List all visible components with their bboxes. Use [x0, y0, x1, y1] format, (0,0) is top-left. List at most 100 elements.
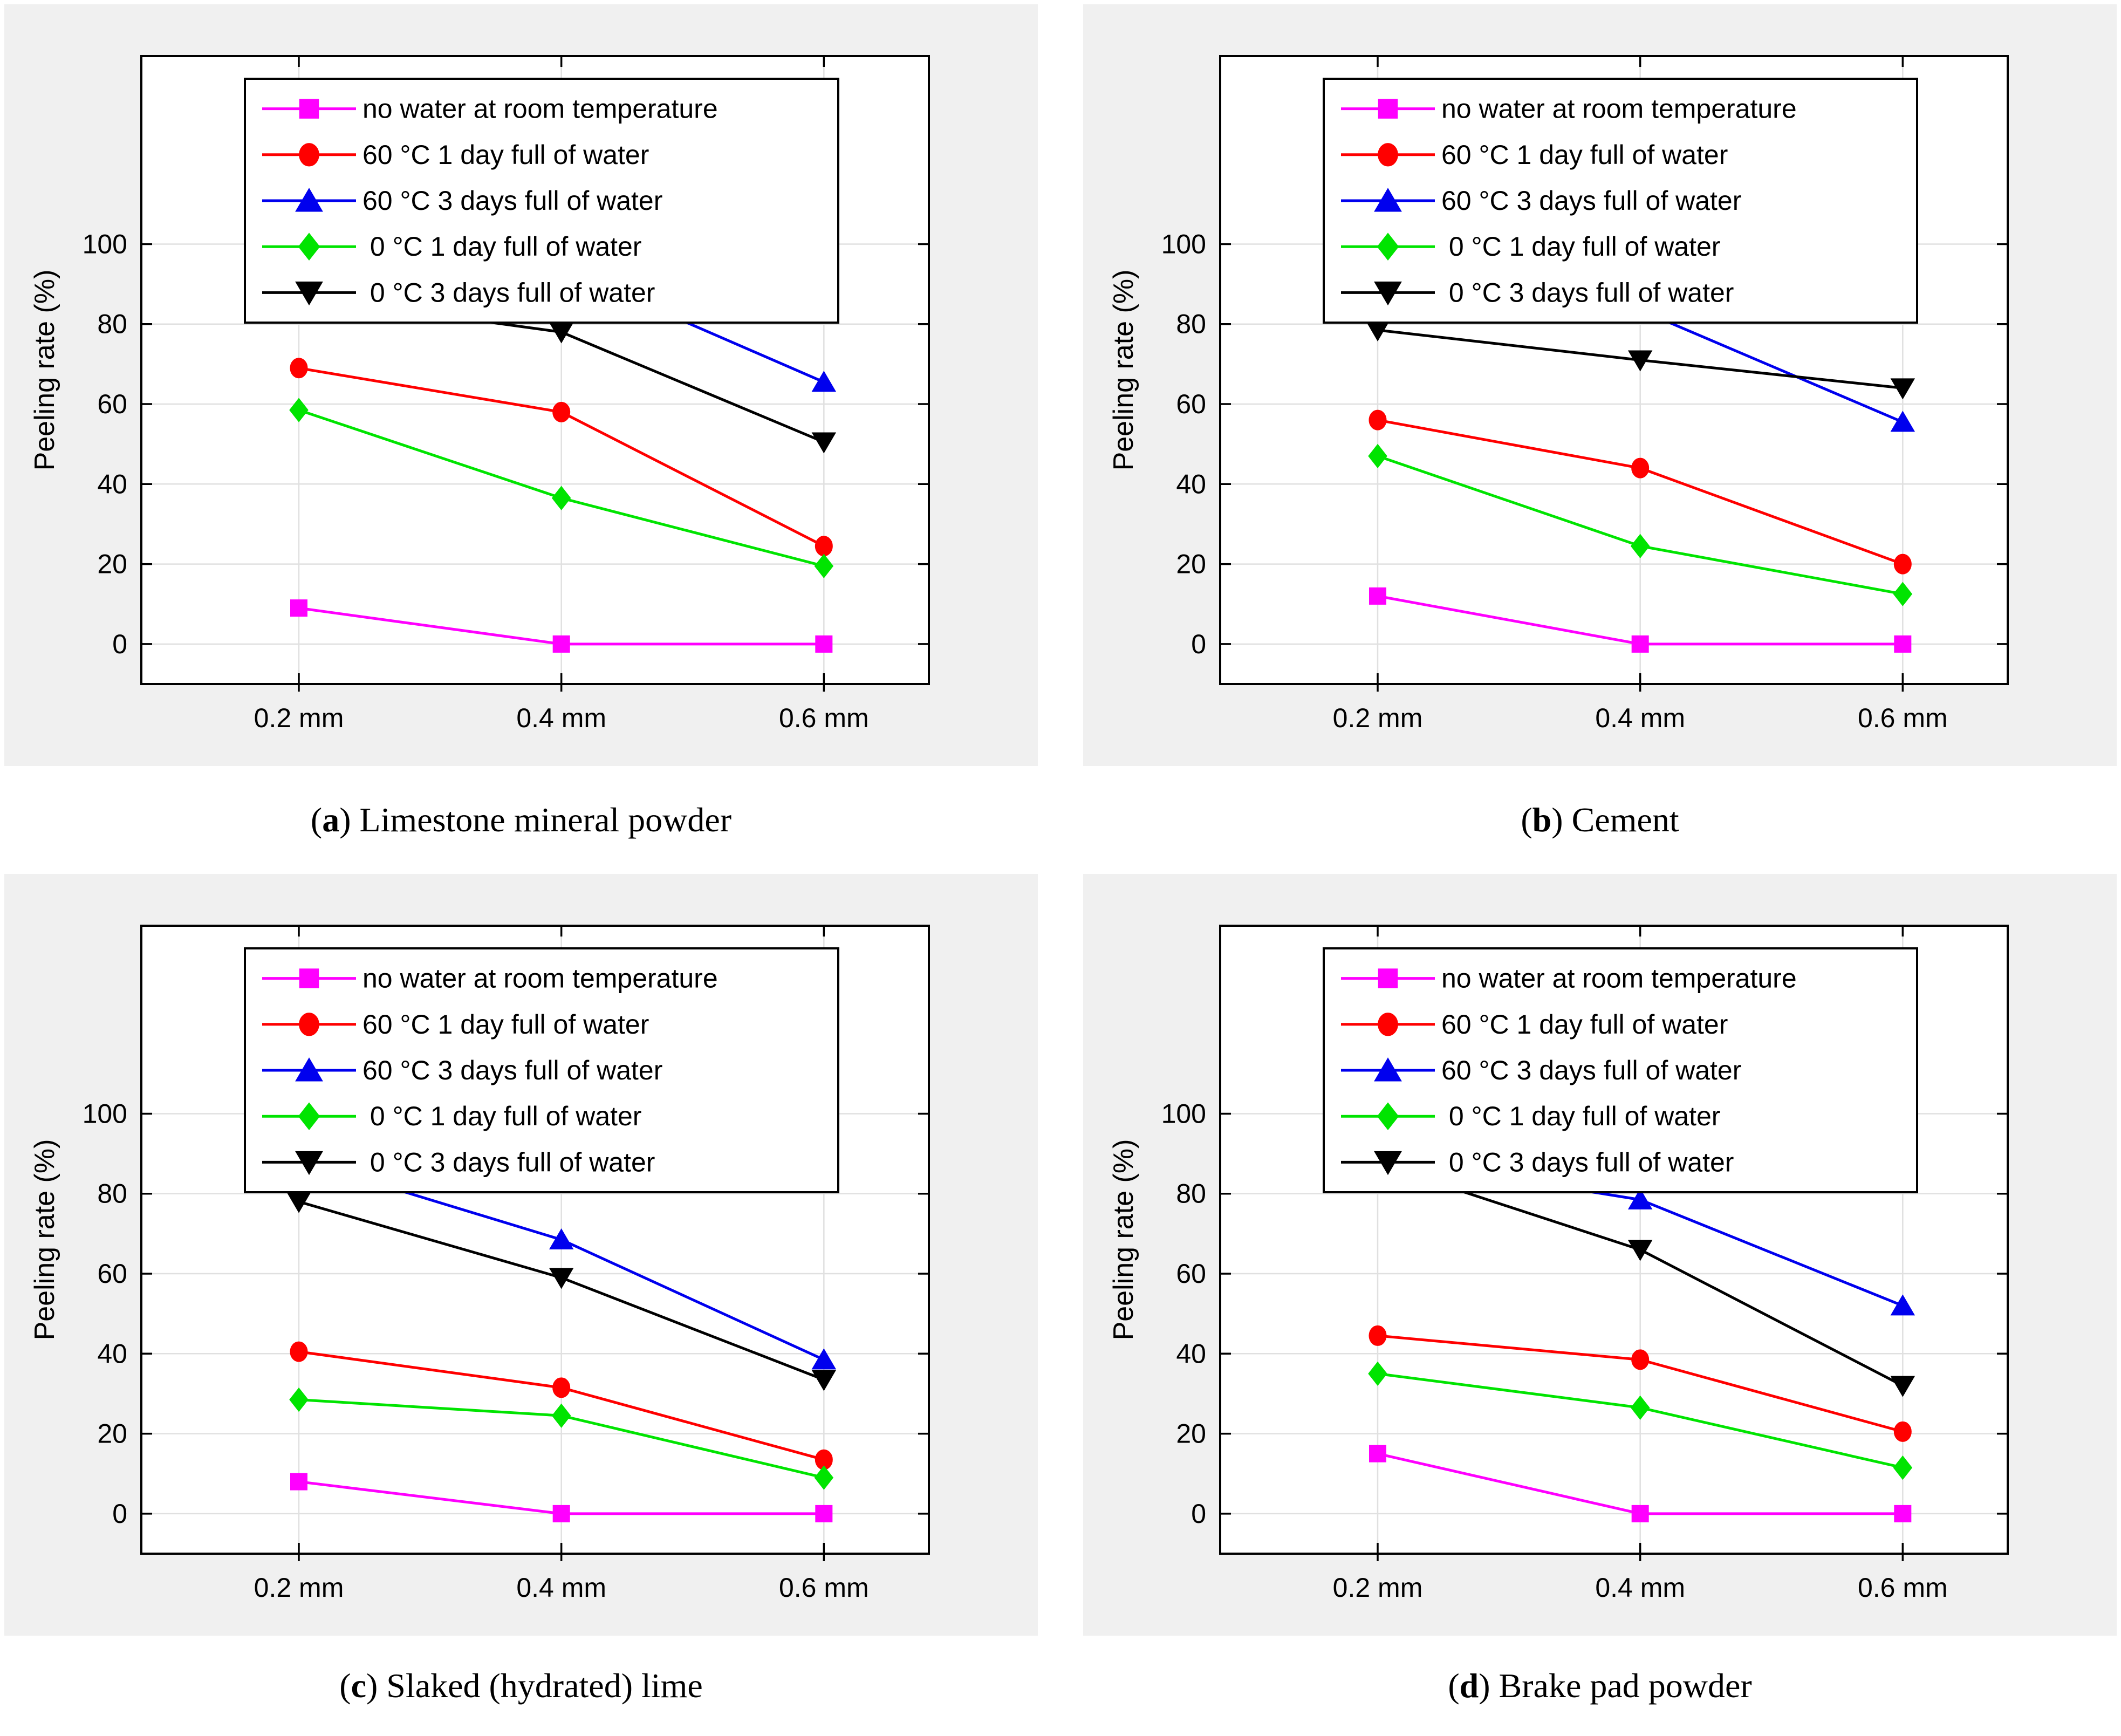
legend-entry-0-c-1-day-full-of-water: 0 °C 1 day full of water — [262, 1101, 641, 1131]
legend-entry-0-c-1-day-full-of-water: 0 °C 1 day full of water — [1341, 231, 1720, 262]
x-tick-label: 0.6 mm — [779, 1573, 869, 1603]
legend-entry-no-water-at-room-temperature: no water at room temperature — [262, 963, 718, 994]
data-point-marker — [1369, 1445, 1386, 1462]
diamond-icon — [1377, 233, 1399, 261]
data-point-marker — [815, 1505, 833, 1522]
data-point-marker — [290, 1341, 308, 1362]
x-tick-label: 0.2 mm — [254, 1573, 344, 1603]
series-60-c-1-day-full-of-water — [1369, 1325, 1912, 1442]
series-60-c-1-day-full-of-water — [290, 358, 833, 557]
tick-marks — [141, 56, 929, 692]
square-icon — [1378, 99, 1398, 119]
data-point-marker — [811, 371, 837, 392]
data-point-marker — [1369, 587, 1386, 605]
caption-text: Limestone mineral powder — [359, 801, 732, 839]
data-point-marker — [552, 401, 571, 422]
legend-label: no water at room temperature — [362, 963, 718, 994]
y-axis-label: Peeling rate (%) — [29, 270, 60, 471]
legend-label: 60 °C 3 days full of water — [362, 1055, 662, 1085]
legend-label: 60 °C 1 day full of water — [362, 1009, 649, 1040]
data-point-marker — [1890, 378, 1915, 400]
axes-box — [140, 925, 930, 1555]
circle-icon — [299, 1013, 319, 1036]
x-tick-labels: 0.2 mm 0.4 mm 0.6 mm — [1333, 703, 1948, 733]
caption-text: Cement — [1571, 801, 1679, 839]
y-tick-label: 60 — [97, 389, 127, 419]
data-point-marker — [1893, 1421, 1912, 1442]
legend-entry-0-c-3-days-full-of-water: 0 °C 3 days full of water — [262, 1147, 655, 1177]
legend: no water at room temperature 60 °C 1 day … — [1323, 947, 1918, 1193]
y-tick-labels: 0 20 40 60 80 100 — [83, 229, 127, 659]
data-point-marker — [549, 1268, 574, 1289]
x-tick-labels: 0.2 mm 0.4 mm 0.6 mm — [254, 703, 869, 733]
data-point-marker — [1627, 1188, 1653, 1209]
data-point-marker — [551, 1403, 571, 1428]
legend-entry-60-c-1-day-full-of-water: 60 °C 1 day full of water — [1341, 140, 1728, 170]
series-0-c-1-day-full-of-water — [1368, 443, 1913, 606]
data-point-marker — [1893, 553, 1912, 575]
series-0-c-3-days-full-of-water — [286, 1192, 837, 1391]
x-tick-label: 0.2 mm — [1333, 703, 1423, 733]
tick-marks — [141, 926, 929, 1561]
data-point-marker — [552, 1505, 570, 1522]
circle-icon — [1378, 1013, 1398, 1036]
legend-label: 60 °C 1 day full of water — [362, 140, 649, 170]
legend-entry-0-c-3-days-full-of-water: 0 °C 3 days full of water — [1341, 1147, 1734, 1177]
legend-entry-60-c-1-day-full-of-water: 60 °C 1 day full of water — [1341, 1009, 1728, 1040]
tick-marks — [1220, 926, 2008, 1561]
caption-text: Brake pad powder — [1499, 1666, 1752, 1705]
caption-letter: d — [1459, 1666, 1479, 1705]
tick-marks — [1220, 56, 2008, 692]
data-point-marker — [289, 398, 309, 422]
y-tick-label: 20 — [1176, 549, 1206, 579]
data-point-marker — [289, 1387, 309, 1412]
x-tick-label: 0.6 mm — [1858, 703, 1948, 733]
triangle-up-icon — [295, 1057, 323, 1082]
series-no-water-at-room-temperature — [290, 599, 833, 653]
y-tick-label: 60 — [97, 1259, 127, 1289]
square-icon — [1378, 968, 1398, 988]
y-tick-label: 20 — [1176, 1419, 1206, 1449]
y-axis-label: Peeling rate (%) — [1108, 1139, 1139, 1341]
legend-entry-0-c-1-day-full-of-water: 0 °C 1 day full of water — [262, 231, 641, 262]
axes-box — [1219, 925, 2009, 1555]
series-0-c-1-day-full-of-water — [289, 1387, 834, 1490]
legend-entry-60-c-3-days-full-of-water: 60 °C 3 days full of water — [1341, 186, 1741, 216]
chart-panel-b: 0 20 40 60 80 100 0.2 mm 0.4 mm 0.6 mm Peeling ra… — [1083, 4, 2117, 766]
legend-label: 0 °C 3 days full of water — [362, 277, 655, 307]
legend-entry-no-water-at-room-temperature: no water at room temperature — [262, 94, 718, 124]
data-point-marker — [290, 358, 308, 379]
data-point-marker — [1627, 1240, 1653, 1261]
y-tick-label: 80 — [1176, 1179, 1206, 1209]
triangle-down-icon — [295, 281, 323, 306]
series-0-c-3-days-full-of-water — [1365, 320, 1915, 400]
data-point-marker — [290, 599, 307, 617]
y-tick-label: 100 — [83, 229, 127, 259]
x-tick-label: 0.4 mm — [1595, 1573, 1685, 1603]
x-tick-label: 0.4 mm — [516, 703, 606, 733]
data-point-marker — [552, 635, 570, 653]
legend-label: 60 °C 3 days full of water — [1441, 1055, 1741, 1085]
data-point-marker — [811, 1348, 837, 1370]
y-tick-label: 0 — [112, 629, 127, 659]
legend-label: no water at room temperature — [1441, 963, 1797, 994]
x-tick-label: 0.4 mm — [516, 1573, 606, 1603]
triangle-down-icon — [1374, 1151, 1402, 1175]
y-tick-labels: 0 20 40 60 80 100 — [1161, 1098, 1206, 1528]
data-point-marker — [815, 536, 833, 557]
data-point-marker — [811, 432, 837, 454]
y-tick-label: 40 — [1176, 469, 1206, 499]
legend: no water at room temperature 60 °C 1 day … — [1323, 78, 1918, 324]
legend-label: 0 °C 1 day full of water — [1441, 1101, 1720, 1131]
caption-paren-open: ( — [310, 801, 323, 839]
chart-canvas-b: 0 20 40 60 80 100 0.2 mm 0.4 mm 0.6 mm Peeling ra… — [1108, 55, 2009, 733]
chart-panel-a: 0 20 40 60 80 100 0.2 mm 0.4 mm 0.6 mm Peeling ra… — [4, 4, 1038, 766]
data-point-marker — [1894, 635, 1912, 653]
caption-b: (b) Cement — [1083, 766, 2117, 874]
data-point-marker — [552, 1377, 571, 1398]
y-tick-label: 80 — [97, 309, 127, 339]
series-0-c-1-day-full-of-water — [1368, 1361, 1913, 1480]
data-point-marker — [815, 635, 833, 653]
y-tick-label: 60 — [1176, 389, 1206, 419]
data-point-marker — [549, 1228, 574, 1249]
